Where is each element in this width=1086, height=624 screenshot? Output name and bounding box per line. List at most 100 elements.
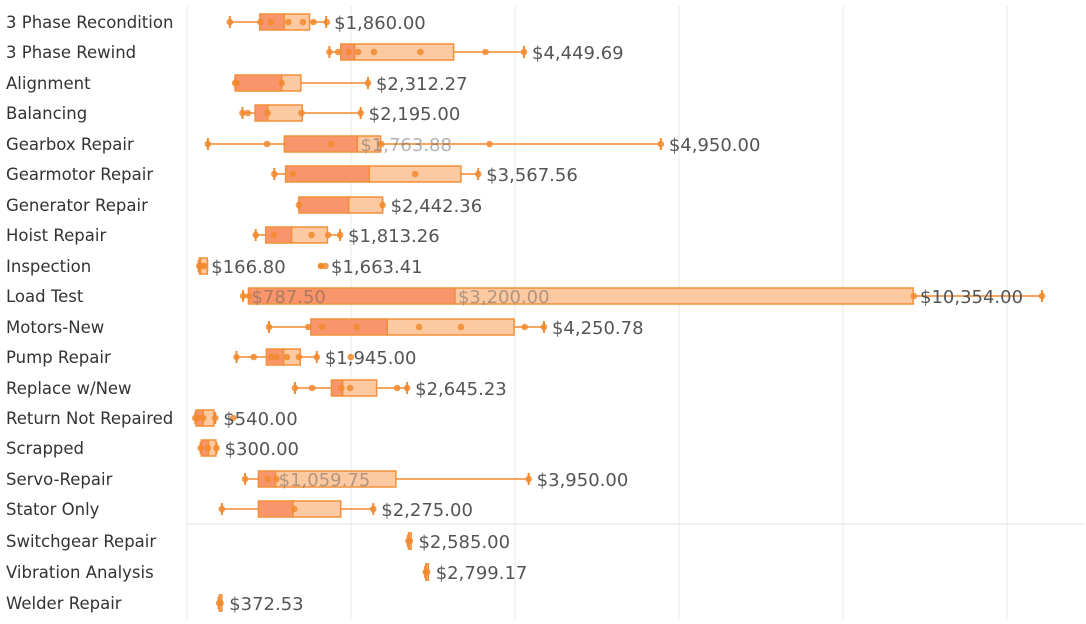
category-row: Replace w/New $2,645.23 — [6, 379, 507, 400]
data-point — [304, 323, 312, 331]
data-point — [265, 323, 273, 331]
category-row: Servo-Repair $1,059.75 $3,950.00 — [6, 470, 628, 491]
value-label: $300.00 — [225, 439, 299, 460]
lower-box — [284, 165, 371, 183]
data-point — [313, 353, 321, 361]
value-label: $3,950.00 — [537, 470, 629, 491]
category-label: Gearmotor Repair — [6, 165, 153, 184]
category-label: 3 Phase Recondition — [6, 13, 173, 32]
data-point — [347, 353, 355, 361]
category-label: Switchgear Repair — [6, 532, 156, 551]
category-row: Scrapped $300.00 — [6, 439, 299, 460]
lower-box — [298, 196, 350, 214]
data-point — [417, 48, 424, 56]
category-row: Balancing $2,195.00 — [6, 104, 460, 125]
data-point — [377, 140, 385, 148]
data-point — [406, 537, 414, 545]
lower-box — [264, 226, 293, 244]
data-point — [474, 170, 482, 178]
data-point — [364, 79, 372, 87]
data-point — [295, 201, 303, 209]
category-row: Inspection $166.80 $1,663.41 — [6, 257, 423, 278]
data-point — [270, 231, 277, 239]
value-label: $4,250.78 — [552, 318, 644, 339]
category-label: Vibration Analysis — [6, 563, 154, 582]
grid-lines — [186, 6, 1084, 620]
data-point — [245, 292, 253, 300]
data-point — [369, 505, 377, 513]
data-point — [204, 444, 212, 452]
category-row: Switchgear Repair $2,585.00 — [6, 532, 510, 553]
data-point — [353, 323, 360, 331]
outlier-value-label: $1,663.41 — [331, 257, 423, 278]
lower-box — [283, 135, 359, 153]
data-point — [354, 48, 362, 56]
category-row: Welder Repair $372.53 — [6, 594, 304, 615]
upper-box — [292, 500, 342, 518]
data-point — [327, 140, 335, 148]
data-point — [271, 170, 278, 178]
data-point — [520, 48, 528, 56]
data-point — [910, 292, 918, 300]
data-point — [200, 262, 208, 270]
upper-box — [283, 13, 311, 31]
upper-box — [353, 43, 455, 61]
category-row: Return Not Repaired $540.00 — [6, 409, 298, 430]
data-point — [264, 109, 271, 117]
data-point — [486, 140, 493, 148]
data-point — [323, 18, 331, 26]
data-point — [239, 109, 246, 117]
category-row: Vibration Analysis $2,799.17 — [6, 563, 527, 584]
data-point — [370, 48, 378, 56]
data-point — [298, 109, 305, 117]
data-point — [310, 18, 317, 26]
category-row: Motors-New $4,250.78 — [6, 318, 644, 339]
lower-box — [257, 500, 294, 518]
data-point — [357, 109, 364, 117]
data-point — [457, 323, 465, 331]
data-point — [326, 48, 333, 56]
data-point — [521, 323, 528, 331]
data-point — [299, 18, 307, 26]
data-point — [308, 384, 316, 392]
data-point — [415, 323, 423, 331]
data-point — [233, 79, 240, 87]
value-label: $2,799.17 — [436, 563, 528, 584]
chart-rows: 3 Phase Recondition $1,860.00 3 Phase Rewi… — [6, 13, 1046, 615]
value-label: $4,449.69 — [532, 43, 624, 64]
data-point — [345, 48, 353, 56]
data-point — [482, 48, 489, 56]
outlier-point — [317, 262, 325, 270]
data-point — [264, 475, 271, 483]
value-label: $2,195.00 — [369, 104, 461, 125]
median-value-label: $1,059.75 — [279, 470, 371, 491]
category-label: Generator Repair — [6, 196, 148, 215]
category-label: Replace w/New — [6, 379, 132, 398]
data-point — [257, 18, 264, 26]
category-label: Stator Only — [6, 500, 100, 519]
data-point — [290, 505, 298, 513]
data-point — [268, 353, 275, 361]
data-point — [204, 140, 212, 148]
data-point — [218, 505, 226, 513]
category-row: Pump Repair $1,945.00 — [6, 348, 416, 369]
category-row: Stator Only $2,275.00 — [6, 500, 473, 521]
category-row: Generator Repair $2,442.36 — [6, 196, 482, 217]
data-point — [324, 231, 332, 239]
value-label: $540.00 — [223, 409, 297, 430]
data-point — [540, 323, 548, 331]
data-point — [291, 384, 299, 392]
data-point — [267, 18, 275, 26]
category-label: Load Test — [6, 287, 84, 306]
data-point — [283, 353, 291, 361]
data-point — [423, 568, 431, 576]
category-row: Hoist Repair $1,813.26 — [6, 226, 440, 247]
data-point — [295, 353, 303, 361]
data-point — [334, 48, 342, 56]
category-label: Scrapped — [6, 439, 84, 458]
category-label: 3 Phase Rewind — [6, 43, 136, 62]
value-label: $2,275.00 — [381, 500, 473, 521]
upper-box — [386, 318, 515, 336]
median-value-label: $3,200.00 — [458, 287, 550, 308]
